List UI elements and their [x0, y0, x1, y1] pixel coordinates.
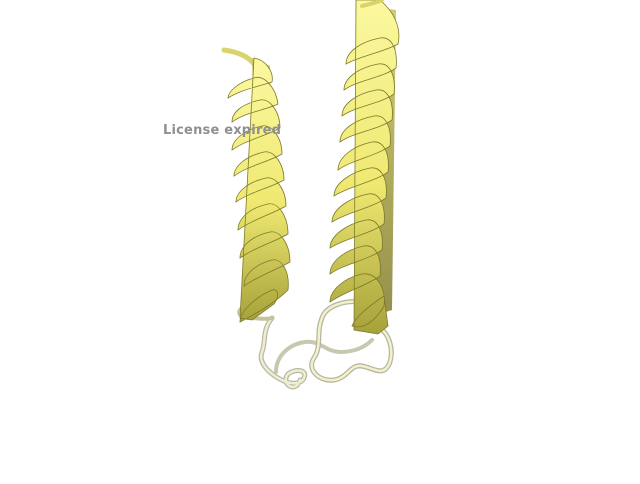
loop-middle — [274, 338, 374, 374]
helix-left-ribbon — [227, 57, 291, 323]
license-watermark: License expired — [163, 123, 282, 138]
helix-right — [329, 0, 400, 335]
helix-left — [221, 47, 291, 323]
loop-left-highlight — [259, 316, 307, 389]
loop-right-highlight — [310, 300, 393, 382]
helix-right-ribbon — [329, 0, 400, 335]
